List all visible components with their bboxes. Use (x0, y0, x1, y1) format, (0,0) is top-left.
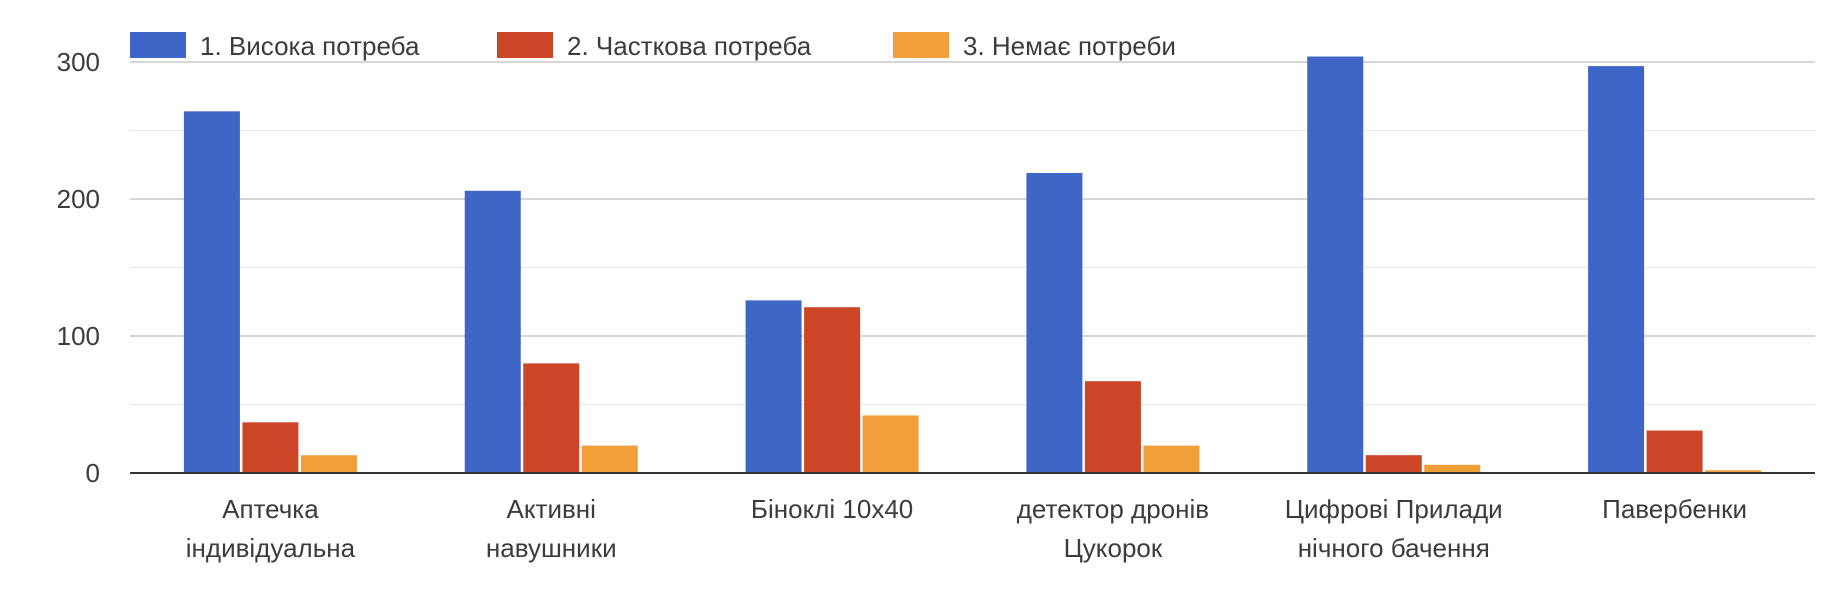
x-axis-labels: Аптечка індивідуальна Активні навушники Біно… (186, 494, 1747, 563)
y-tick-label: 300 (57, 47, 100, 77)
y-axis-ticks: 0 100 200 300 (57, 47, 100, 488)
bar (1646, 430, 1703, 473)
bar (1084, 381, 1141, 473)
bar (300, 455, 357, 473)
grid-lines (130, 61, 1815, 405)
legend-label: 2. Часткова потреба (567, 31, 812, 61)
x-tick-label: детектор дронів Цукорок (1017, 494, 1209, 563)
bar (242, 422, 299, 473)
y-tick-label: 100 (57, 321, 100, 351)
x-tick-label: Активні навушники (486, 494, 617, 563)
bar (804, 307, 861, 473)
bar (862, 415, 919, 473)
bar (745, 300, 802, 473)
legend: 1. Висока потреба 2. Часткова потреба 3. Н… (130, 31, 1176, 61)
bar (523, 363, 580, 473)
bar (581, 445, 638, 473)
legend-swatch (893, 32, 949, 58)
bar (1424, 464, 1481, 473)
bar (464, 190, 521, 473)
legend-swatch (497, 32, 553, 58)
y-tick-label: 200 (57, 184, 100, 214)
x-tick-label: Біноклі 10x40 (751, 494, 913, 524)
bar (1026, 172, 1083, 473)
bar (1365, 455, 1422, 473)
bars (183, 56, 1762, 474)
bar (1143, 445, 1200, 473)
bar (1307, 56, 1364, 474)
x-tick-label: Аптечка індивідуальна (186, 494, 356, 563)
legend-label: 1. Висока потреба (200, 31, 420, 61)
x-tick-label: Павербенки (1602, 494, 1747, 524)
legend-swatch (130, 32, 186, 58)
x-tick-label: Цифрові Прилади нічного бачення (1285, 494, 1503, 563)
bar (183, 111, 240, 473)
legend-label: 3. Немає потреби (963, 31, 1176, 61)
y-tick-label: 0 (86, 458, 100, 488)
bar (1588, 66, 1645, 474)
bar (1705, 470, 1762, 473)
